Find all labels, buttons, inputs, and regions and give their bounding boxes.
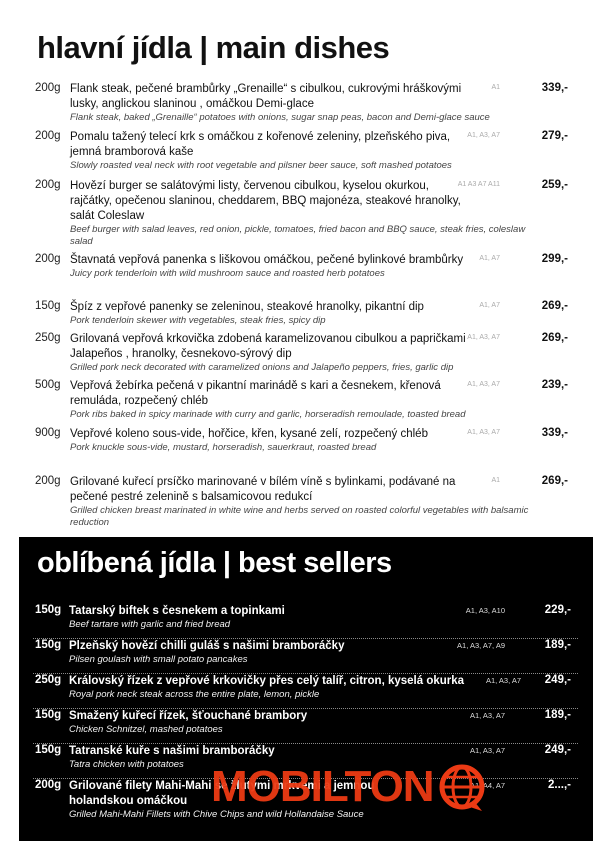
watermark-text: MOBILTON bbox=[211, 762, 435, 811]
dish-price: 189,- bbox=[544, 639, 571, 651]
best-seller-item: 150g Plzeňský hovězí chilli guláš s naši… bbox=[33, 639, 578, 674]
dish-allergens: A1, A3, A7 bbox=[467, 381, 500, 388]
dish-item: 200g Pomalu tažený telecí krk s omáčkou … bbox=[0, 130, 593, 179]
main-dishes-list: 200g Flank steak, pečené brambůrky „Gren… bbox=[0, 82, 593, 531]
dish-allergens: A1, A3, A7 bbox=[467, 334, 500, 341]
dish-weight: 150g bbox=[35, 744, 62, 756]
dish-weight: 200g bbox=[35, 475, 61, 487]
dish-allergens: A1, A4, A7 bbox=[469, 781, 505, 790]
dish-item: 200g Hovězí burger se salátovými listy, … bbox=[0, 179, 593, 253]
dish-name: Pomalu tažený telecí krk s omáčkou z koř… bbox=[70, 131, 451, 158]
dish-weight: 150g bbox=[35, 604, 62, 616]
dish-description: Flank steak, baked „Grenaille“ potatoes … bbox=[70, 112, 490, 123]
dish-item: 500g Vepřová žebírka pečená v pikantní m… bbox=[0, 379, 593, 427]
best-seller-item: 150g Smažený kuřecí řízek, šťouchané bra… bbox=[33, 709, 578, 744]
dish-description: Grilled chicken breast marinated in whit… bbox=[70, 505, 529, 528]
dish-description: Grilled Mahi-Mahi Fillets with Chive Chi… bbox=[69, 809, 364, 820]
dish-price: 229,- bbox=[544, 604, 571, 616]
dish-name: Flank steak, pečené brambůrky „Grenaille… bbox=[70, 83, 462, 110]
dish-name: Královský řízek z vepřové krkovičky přes… bbox=[69, 675, 465, 687]
best-seller-item: 150g Tatarský biftek s česnekem a topink… bbox=[33, 604, 578, 639]
dish-description: Beef burger with salad leaves, red onion… bbox=[70, 224, 526, 247]
dish-weight: 150g bbox=[35, 300, 61, 312]
dish-name: Tatarský biftek s česnekem a topinkami bbox=[69, 605, 285, 617]
dish-description: Slowly roasted veal neck with root veget… bbox=[70, 160, 452, 171]
best-sellers-section: oblíbená jídla | best sellers 150g Tatar… bbox=[19, 537, 593, 841]
dish-item: 900g Vepřové koleno sous-vide, hořčice, … bbox=[0, 427, 593, 475]
dish-name: Grilované filety Mahi-Mahi se žlutými mr… bbox=[69, 780, 375, 807]
dish-name: Plzeňský hovězí chilli guláš s našimi br… bbox=[69, 640, 345, 652]
dish-name: Tatranské kuře s našimi bramboráčky bbox=[69, 745, 275, 757]
best-seller-item: 200g Grilované filety Mahi-Mahi se žlutý… bbox=[33, 779, 578, 820]
dish-price: 299,- bbox=[541, 253, 568, 265]
dish-item: 200g Štavnatá vepřová panenka s liškovou… bbox=[0, 253, 593, 300]
dish-allergens: A1, A3, A7 bbox=[469, 746, 505, 755]
dish-description: Juicy pork tenderloin with wild mushroom… bbox=[70, 268, 385, 279]
dish-name: Vepřové koleno sous-vide, hořčice, křen,… bbox=[70, 428, 428, 440]
best-sellers-title: oblíbená jídla | best sellers bbox=[37, 547, 392, 579]
dish-price: 249,- bbox=[544, 674, 571, 686]
dish-weight: 900g bbox=[35, 427, 61, 439]
dish-weight: 150g bbox=[35, 639, 62, 651]
main-dishes-title: hlavní jídla | main dishes bbox=[37, 30, 390, 65]
dish-price: 189,- bbox=[544, 709, 571, 721]
dish-allergens: A1, A3, A7 bbox=[469, 711, 505, 720]
dish-price: 279,- bbox=[541, 130, 568, 142]
dish-name: Špíz z vepřové panenky se zeleninou, ste… bbox=[70, 301, 424, 313]
dish-item: 200g Flank steak, pečené brambůrky „Gren… bbox=[0, 82, 593, 130]
dish-description: Pork tenderloin skewer with vegetables, … bbox=[70, 315, 326, 326]
dish-description: Pilsen goulash with small potato pancake… bbox=[69, 654, 248, 665]
dish-price: 259,- bbox=[541, 179, 568, 191]
dish-description: Royal pork neck steak across the entire … bbox=[69, 689, 320, 700]
dish-allergens: A1, A3, A7 bbox=[467, 429, 500, 436]
dish-description: Tatra chicken with potatoes bbox=[69, 759, 184, 770]
dish-allergens: A1, A3, A10 bbox=[465, 606, 505, 615]
best-sellers-list: 150g Tatarský biftek s česnekem a topink… bbox=[19, 604, 593, 820]
dish-weight: 250g bbox=[35, 674, 62, 686]
mobilton-watermark: MOBILTON bbox=[211, 752, 571, 822]
dish-price: 339,- bbox=[541, 82, 568, 94]
dish-allergens: A1, A7 bbox=[479, 302, 500, 309]
dish-name: Hovězí burger se salátovými listy, červe… bbox=[70, 180, 461, 222]
best-seller-item: 150g Tatranské kuře s našimi bramboráčky… bbox=[33, 744, 578, 779]
dish-price: 2...,- bbox=[547, 779, 571, 791]
dish-allergens: A1 bbox=[491, 84, 500, 91]
dish-description: Grilled pork neck decorated with caramel… bbox=[70, 362, 454, 373]
dish-price: 239,- bbox=[541, 379, 568, 391]
dish-allergens: A1, A3, A7, A9 bbox=[457, 641, 505, 650]
dish-name: Grilované kuřecí prsíčko marinované v bí… bbox=[70, 476, 456, 503]
dish-weight: 200g bbox=[35, 130, 61, 142]
dish-price: 249,- bbox=[544, 744, 571, 756]
dish-name: Štavnatá vepřová panenka s liškovou omáč… bbox=[70, 254, 464, 266]
dish-weight: 200g bbox=[35, 179, 61, 191]
dish-allergens: A1 bbox=[491, 477, 500, 484]
dish-price: 269,- bbox=[541, 300, 568, 312]
dish-price: 269,- bbox=[541, 332, 568, 344]
dish-weight: 150g bbox=[35, 709, 62, 721]
dish-item: 250g Grilovaná vepřová krkovička zdobená… bbox=[0, 332, 593, 379]
best-seller-item: 250g Královský řízek z vepřové krkovičky… bbox=[33, 674, 578, 709]
dish-description: Beef tartare with garlic and fried bread bbox=[69, 619, 231, 630]
dish-allergens: A1, A3, A7 bbox=[467, 132, 500, 139]
dish-weight: 200g bbox=[35, 82, 61, 94]
dish-price: 339,- bbox=[541, 427, 568, 439]
dish-weight: 200g bbox=[35, 253, 61, 265]
dish-name: Grilovaná vepřová krkovička zdobená kara… bbox=[70, 333, 466, 360]
dish-weight: 500g bbox=[35, 379, 61, 391]
dish-description: Chicken Schnitzel, mashed potatoes bbox=[69, 724, 223, 735]
dish-description: Pork knuckle sous-vide, mustard, horsera… bbox=[70, 442, 377, 453]
dish-allergens: A1, A7 bbox=[479, 255, 500, 262]
dish-name: Smažený kuřecí řízek, šťouchané brambory bbox=[69, 710, 308, 722]
dish-description: Pork ribs baked in spicy marinade with c… bbox=[70, 409, 466, 420]
dish-name: Vepřová žebírka pečená v pikantní mariná… bbox=[70, 380, 441, 407]
dish-allergens: A1, A3, A7 bbox=[485, 676, 521, 685]
dish-item: 200g Grilované kuřecí prsíčko marinované… bbox=[0, 475, 593, 531]
dish-weight: 250g bbox=[35, 332, 61, 344]
dish-allergens: A1 A3 A7 A11 bbox=[457, 181, 500, 188]
dish-item: 150g Špíz z vepřové panenky se zeleninou… bbox=[0, 300, 593, 332]
dish-price: 269,- bbox=[541, 475, 568, 487]
dish-weight: 200g bbox=[35, 779, 62, 791]
globe-icon bbox=[439, 764, 485, 811]
